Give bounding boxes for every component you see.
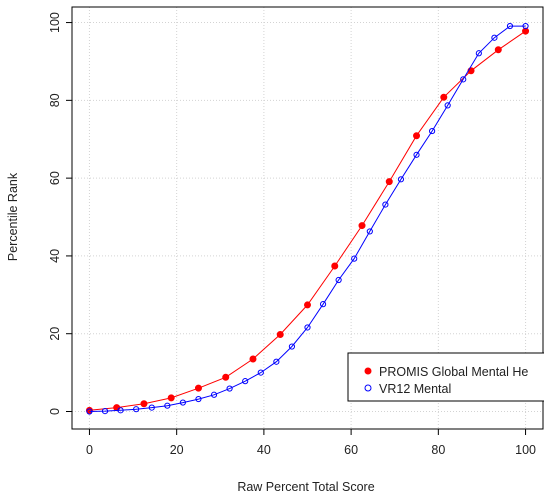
data-point bbox=[413, 132, 421, 140]
x-tick-label: 0 bbox=[86, 443, 93, 457]
series-0 bbox=[85, 27, 530, 414]
data-point bbox=[194, 384, 202, 392]
legend-box bbox=[347, 352, 544, 402]
data-point bbox=[522, 27, 530, 35]
x-tick-label: 40 bbox=[257, 443, 271, 457]
data-point bbox=[506, 22, 514, 30]
data-point bbox=[319, 301, 327, 308]
series-1 bbox=[86, 22, 529, 415]
data-point bbox=[304, 301, 311, 309]
data-point bbox=[494, 46, 502, 54]
y-tick-label: 100 bbox=[48, 12, 62, 33]
data-point bbox=[304, 324, 311, 331]
data-point bbox=[467, 67, 475, 75]
series-layer bbox=[85, 22, 530, 415]
data-point bbox=[140, 400, 148, 408]
x-tick-label: 80 bbox=[431, 443, 445, 457]
data-point bbox=[335, 276, 342, 284]
data-point bbox=[226, 385, 233, 392]
data-point bbox=[475, 50, 482, 57]
data-point bbox=[351, 255, 358, 262]
data-point bbox=[222, 373, 230, 381]
data-point bbox=[167, 394, 175, 402]
data-point bbox=[440, 93, 448, 101]
y-tick-label: 80 bbox=[48, 93, 62, 107]
data-point bbox=[210, 391, 218, 398]
plot-area bbox=[71, 6, 544, 430]
y-tick-label: 60 bbox=[48, 171, 62, 185]
x-tick-label: 100 bbox=[515, 443, 536, 457]
x-axis-title: Raw Percent Total Score bbox=[237, 480, 374, 494]
legend-label-vr12: VR12 Mental bbox=[379, 382, 451, 396]
data-point bbox=[413, 151, 420, 158]
data-point bbox=[273, 358, 280, 365]
x-tick-label: 60 bbox=[344, 443, 358, 457]
data-point bbox=[195, 395, 202, 403]
data-point bbox=[382, 201, 389, 208]
series-line bbox=[89, 25, 526, 412]
data-point bbox=[288, 343, 296, 350]
data-point bbox=[331, 262, 339, 270]
legend-marker-promis bbox=[364, 367, 372, 375]
legend-marker-vr12 bbox=[364, 384, 372, 392]
data-point bbox=[460, 76, 467, 83]
data-point bbox=[366, 228, 373, 235]
axes: 0 20 40 60 80 100 0 20 40 60 80 100 bbox=[48, 12, 536, 457]
data-point bbox=[257, 369, 264, 376]
data-point bbox=[148, 404, 155, 411]
data-point bbox=[276, 330, 284, 338]
data-point bbox=[428, 127, 436, 135]
data-point bbox=[249, 355, 257, 363]
data-point bbox=[242, 378, 249, 385]
data-point bbox=[385, 178, 393, 186]
legend: PROMIS Global Mental He VR12 Mental bbox=[347, 352, 544, 402]
data-point bbox=[86, 408, 93, 415]
y-tick-label: 40 bbox=[48, 249, 62, 263]
data-point bbox=[113, 404, 121, 412]
data-point bbox=[444, 102, 451, 109]
data-point bbox=[179, 399, 187, 406]
data-point bbox=[117, 407, 124, 414]
data-point bbox=[491, 34, 498, 41]
data-point bbox=[397, 176, 405, 183]
y-tick-label: 20 bbox=[48, 327, 62, 341]
data-point bbox=[101, 408, 109, 415]
legend-label-promis: PROMIS Global Mental He bbox=[379, 365, 528, 379]
data-point bbox=[133, 406, 140, 413]
data-point bbox=[358, 222, 366, 230]
data-point bbox=[164, 402, 171, 409]
y-axis-title: Percentile Rank bbox=[6, 172, 20, 261]
x-tick-label: 20 bbox=[170, 443, 184, 457]
data-point bbox=[522, 22, 529, 30]
y-tick-label: 0 bbox=[48, 408, 62, 415]
